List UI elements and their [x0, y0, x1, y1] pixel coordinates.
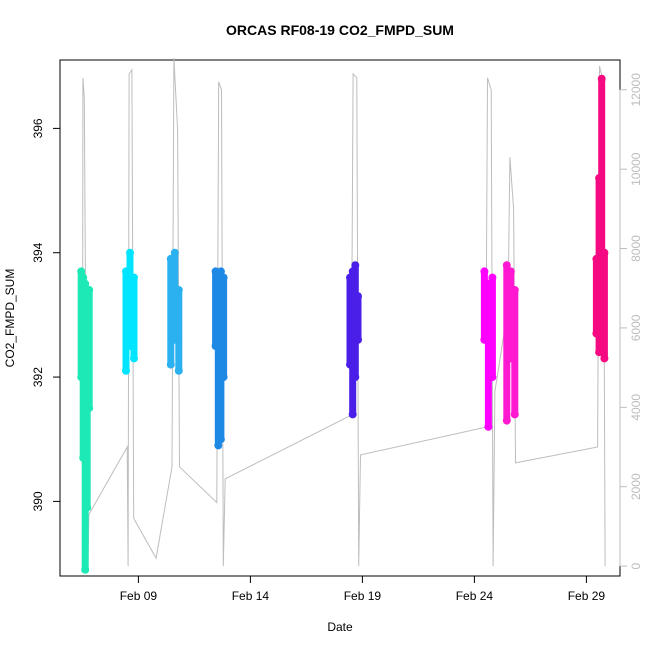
y-tick-label: 394 [31, 242, 45, 262]
data-point [219, 273, 228, 282]
x-tick-label: Feb 09 [120, 589, 158, 603]
data-point [506, 354, 515, 363]
data-point [126, 342, 134, 350]
data-point [592, 254, 601, 263]
data-point [130, 273, 138, 282]
data-point [484, 279, 493, 288]
data-point [600, 354, 609, 363]
data-point [85, 286, 94, 294]
series-rf13 [480, 267, 497, 431]
y-tick-label: 396 [31, 118, 45, 138]
data-point [600, 248, 609, 257]
series-rf14 [502, 261, 519, 425]
data-point [502, 261, 511, 270]
data-point [85, 404, 94, 413]
data-point [348, 410, 357, 419]
data-point [484, 422, 493, 431]
series-rf08 [77, 267, 94, 574]
chart-title: ORCAS RF08-19 CO2_FMPD_SUM [226, 22, 454, 38]
y2-tick-label: 8000 [629, 235, 643, 262]
data-point [81, 565, 90, 574]
data-point [351, 261, 360, 270]
y2-tick-label: 12000 [629, 73, 643, 107]
data-point [122, 366, 130, 375]
altitude-line [81, 57, 606, 567]
data-point [211, 342, 220, 350]
series-rf12 [346, 261, 362, 419]
y2-tick-label: 2000 [629, 473, 643, 500]
y2-tick-label: 6000 [629, 314, 643, 341]
data-point [126, 248, 134, 257]
data-point [130, 354, 138, 363]
y-axis-label: CO2_FMPD_SUM [3, 269, 17, 368]
data-point [595, 174, 604, 183]
y-tick-label: 390 [31, 491, 45, 511]
data-point [597, 310, 606, 319]
y2-tick-label: 4000 [629, 394, 643, 421]
data-point [488, 273, 497, 282]
series-rf11 [211, 267, 228, 450]
data-point [79, 453, 88, 462]
y-tick-label: 392 [31, 367, 45, 387]
x-tick-label: Feb 29 [568, 589, 606, 603]
data-point [83, 503, 92, 512]
data-point [502, 416, 511, 425]
series-rf09 [122, 248, 138, 375]
data-point [480, 267, 489, 276]
data-point [219, 373, 228, 382]
data-point [81, 279, 90, 288]
data-point [174, 286, 183, 294]
data-point [354, 292, 362, 301]
data-point [506, 267, 515, 276]
data-point [77, 373, 86, 382]
data-point [166, 360, 175, 369]
plot-area [59, 57, 621, 577]
data-point [170, 248, 179, 257]
y-axis: 390 392 394 396 [31, 118, 61, 511]
y2-tick-label: 10000 [629, 152, 643, 186]
series-rf10 [166, 248, 183, 375]
data-point [480, 335, 489, 344]
data-point [166, 254, 175, 263]
data-point [216, 435, 225, 444]
y2-tick-label: 0 [629, 562, 643, 569]
data-point [122, 267, 130, 276]
x-tick-label: Feb 14 [232, 589, 270, 603]
x-axis-label: Date [327, 620, 353, 634]
data-point [170, 335, 179, 344]
x-axis: Feb 09 Feb 14 Feb 19 Feb 24 Feb 29 [120, 575, 606, 603]
data-point [346, 360, 354, 369]
series-rf15 [592, 74, 609, 363]
x-tick-label: Feb 24 [456, 589, 494, 603]
data-point [592, 329, 601, 338]
data-point [597, 74, 606, 83]
altitude-track [81, 57, 606, 567]
plot-frame [59, 59, 621, 577]
data-point [510, 410, 519, 419]
data-point [595, 348, 604, 357]
y2-axis: 0 2000 4000 6000 8000 10000 12000 [619, 73, 643, 569]
data-point [83, 404, 92, 413]
data-point [174, 366, 183, 375]
data-point [351, 373, 360, 382]
co2-series [77, 74, 609, 574]
data-point [488, 373, 497, 382]
data-point [510, 286, 519, 294]
data-point [354, 335, 362, 344]
x-tick-label: Feb 19 [344, 589, 382, 603]
